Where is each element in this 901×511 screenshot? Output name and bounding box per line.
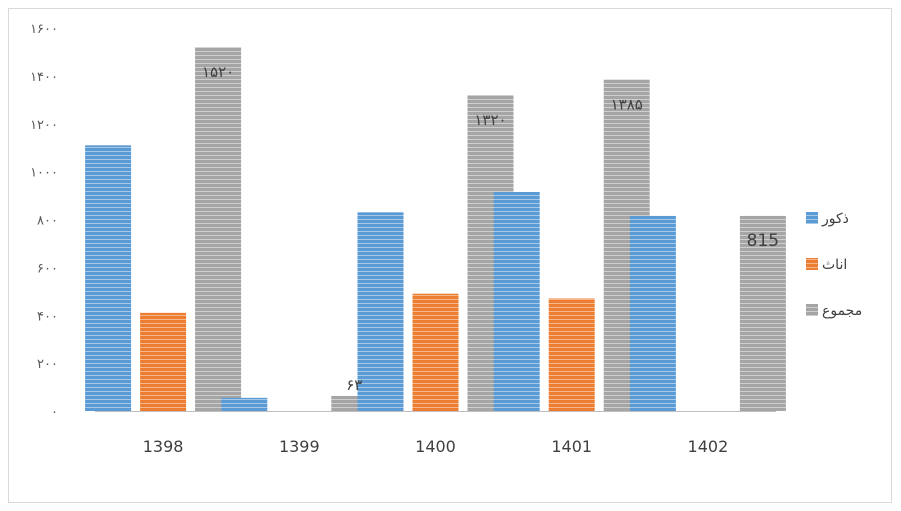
data-label: ۱۳۸۵: [611, 95, 643, 113]
bar-1400-series-1: [412, 293, 459, 411]
y-tick-label: ۰: [51, 405, 58, 420]
y-tick-label: ۸۰۰: [37, 214, 58, 229]
legend-swatch: [806, 258, 818, 270]
x-tick-label: 1400: [415, 437, 456, 456]
bar-1399-series-0: [221, 397, 268, 411]
legend-swatch: [806, 304, 818, 316]
data-label: 815: [747, 231, 779, 251]
y-tick-label: ۶۰۰: [37, 261, 58, 276]
x-tick-label: 1401: [551, 437, 592, 456]
bar-1401-series-1: [548, 298, 595, 411]
y-tick-label: ۱۰۰۰: [30, 166, 58, 181]
bar-1400-series-0: [357, 212, 404, 411]
data-label: ۶۳: [346, 376, 362, 394]
data-label: ۱۵۲۰: [202, 63, 234, 81]
y-tick-label: ۱۲۰۰: [30, 118, 58, 133]
y-tick-label: ۱۴۰۰: [30, 70, 58, 85]
legend-label: مجموع: [822, 303, 862, 319]
legend-label: اناث: [822, 257, 847, 273]
bar-1402-series-0: [629, 215, 676, 411]
y-tick-label: ۱۶۰۰: [30, 22, 58, 37]
bar-1398-series-1: [140, 312, 187, 411]
y-tick-label: ۲۰۰: [37, 357, 58, 372]
bar-1398-series-2: [195, 47, 242, 412]
y-tick-label: ۴۰۰: [37, 309, 58, 324]
x-tick-label: 1399: [279, 437, 320, 456]
legend-label: ذکور: [821, 211, 849, 227]
bar-1401-series-0: [493, 191, 540, 411]
bar-1398-series-0: [85, 145, 132, 411]
bar-1402-series-2: [739, 215, 786, 411]
legend-swatch: [806, 212, 818, 224]
x-tick-label: 1402: [688, 437, 729, 456]
data-label: ۱۳۲۰: [474, 111, 506, 129]
x-tick-label: 1398: [143, 437, 184, 456]
